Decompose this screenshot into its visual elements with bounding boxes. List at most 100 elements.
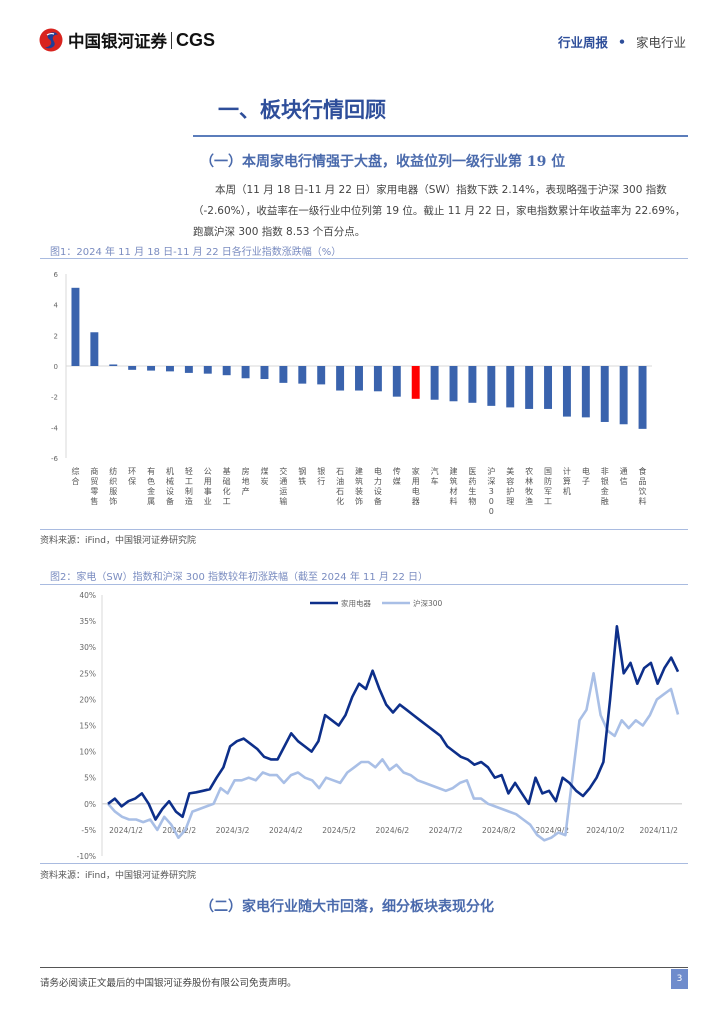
line-chart-axis: 40% 35% 30% 25% 20% 15% 10% 5% 0% -5% -10% 2024/1/2… <box>77 591 682 861</box>
category-label: 交通运输 <box>279 466 287 506</box>
category-label: 食品饮料 <box>639 466 647 506</box>
bar-3 <box>128 366 137 370</box>
report-type: 行业周报 <box>557 35 608 50</box>
category-label: 汽车 <box>431 466 439 486</box>
body-paragraph: 本周（11 月 18 日-11 月 22 日）家用电器（SW）指数下跌 2.14… <box>193 180 688 243</box>
figure2-source: 资料来源：iFind，中国银河证券研究院 <box>40 871 196 881</box>
category-label: 银行 <box>317 466 325 486</box>
y-tick-label: -2 <box>51 394 58 402</box>
y-tick-label: -5% <box>81 826 96 835</box>
y-tick-label: 15% <box>79 722 96 731</box>
report-header: 行业周报 • 家电行业 <box>558 32 686 51</box>
company-logo: 中国银河证券 CGS <box>38 26 215 54</box>
y-tick-label: 30% <box>79 643 96 652</box>
category-label: 公用事业 <box>204 467 212 506</box>
category-label: 煤炭 <box>260 466 268 486</box>
y-tick-label: 5% <box>84 774 96 783</box>
bar-6 <box>184 366 193 373</box>
footer-divider <box>40 967 688 968</box>
figure1-source: 资料来源：iFind，中国银河证券研究院 <box>40 536 196 546</box>
line-chart-series <box>107 625 680 842</box>
y-tick-label: -10% <box>77 852 96 861</box>
category-label: 沪深 3 0 0 <box>487 466 495 516</box>
category-label: 农林牧渔 <box>525 466 533 506</box>
x-tick-label: 2024/1/2 <box>109 826 143 835</box>
bar-16 <box>373 366 382 392</box>
bar-23 <box>506 366 515 408</box>
category-label: 家用电器 <box>412 466 420 506</box>
category-label: 通信 <box>620 466 628 486</box>
x-tick-label: 2024/8/2 <box>482 826 516 835</box>
bar-12 <box>298 366 307 384</box>
line-chart: 40% 35% 30% 25% 20% 15% 10% 5% 0% -5% -10% 2024/1/2… <box>77 591 682 861</box>
bar-17 <box>392 366 401 397</box>
bar-30 <box>638 366 647 429</box>
y-tick-label: 6 <box>54 271 59 279</box>
line-chart-legend: 家用电器 沪深300 <box>310 598 443 608</box>
category-label: 纺织服饰 <box>109 466 117 506</box>
y-tick-label: -4 <box>51 424 59 432</box>
section-divider <box>193 135 688 137</box>
x-tick-label: 2024/11/2 <box>639 826 678 835</box>
x-tick-label: 2024/2/2 <box>162 826 196 835</box>
category-label: 电子 <box>582 466 590 486</box>
category-label: 非银金融 <box>601 466 609 506</box>
bar-27 <box>581 366 590 418</box>
bar-15 <box>355 366 363 391</box>
x-tick-label: 2024/10/2 <box>586 826 625 835</box>
company-name-cn: 中国银河证券 <box>68 32 167 51</box>
category-label: 轻工制造 <box>185 466 193 506</box>
y-tick-label: 0% <box>84 800 96 809</box>
category-label: 建筑材料 <box>450 466 458 506</box>
bar-7 <box>203 366 212 374</box>
figure1-bottom-rule <box>40 529 688 530</box>
y-tick-label: 40% <box>79 591 96 600</box>
category-label: 环保 <box>128 467 136 486</box>
logo-divider <box>171 31 172 49</box>
category-label: 传媒 <box>393 466 401 486</box>
bar-11 <box>279 366 288 383</box>
header-separator: • <box>617 34 626 49</box>
x-tick-label: 2024/6/2 <box>376 826 410 835</box>
category-label: 机械设备 <box>166 466 174 506</box>
series-line-1 <box>107 672 680 842</box>
figure1-top-rule <box>40 258 688 259</box>
y-tick-label: 35% <box>79 617 96 626</box>
bar-20 <box>449 366 458 402</box>
bar-1 <box>90 332 99 366</box>
x-tick-label: 2024/7/2 <box>429 826 463 835</box>
figure2-top-rule <box>40 584 688 585</box>
bar-29 <box>619 366 628 425</box>
bar-chart-category-labels: 综合 商贸零售 纺织服饰 环保 有色金属 机械设备 轻工制造 公用事业 基础化工 房地产 煤炭 交通运… <box>71 466 646 516</box>
bar-19 <box>430 366 439 400</box>
x-tick-label: 2024/5/2 <box>322 826 356 835</box>
legend-label-0: 家用电器 <box>341 598 371 608</box>
y-tick-label: 10% <box>79 748 96 757</box>
bar-0 <box>71 287 80 366</box>
category-label: 美容护理 <box>506 466 514 506</box>
bar-chart-bars <box>71 287 647 429</box>
y-tick-label: 0 <box>54 363 58 371</box>
bar-8 <box>222 366 231 376</box>
y-tick-label: 25% <box>79 669 96 678</box>
bar-24 <box>525 366 534 409</box>
category-label: 综合 <box>71 466 79 486</box>
bar-5 <box>165 366 174 372</box>
category-label: 有色金属 <box>147 466 155 506</box>
industry-name: 家电行业 <box>635 35 686 50</box>
galaxy-logo-icon <box>39 28 63 52</box>
page-number: 3 <box>671 969 688 989</box>
category-label: 计算机 <box>563 466 571 496</box>
figure1-caption: 图1：2024 年 11 月 18 日-11 月 22 日各行业指数涨跌幅（%） <box>50 247 342 258</box>
x-tick-label: 2024/3/2 <box>216 826 250 835</box>
bar-26 <box>562 366 571 417</box>
bar-28 <box>600 366 609 422</box>
bar-22 <box>487 366 496 406</box>
y-tick-label: 4 <box>54 302 59 310</box>
category-label: 国防军工 <box>544 467 552 506</box>
bar-18 <box>411 366 420 399</box>
footer-disclaimer: 请务必阅读正文最后的中国银河证券股份有限公司免责声明。 <box>40 978 297 989</box>
bar-chart-axis: 6 4 2 0 -2 -4 -6 <box>51 271 652 463</box>
bar-10 <box>260 366 269 380</box>
subsection-title-1: （一）本周家电行情强于大盘，收益位列一级行业第 19 位 <box>200 154 566 170</box>
